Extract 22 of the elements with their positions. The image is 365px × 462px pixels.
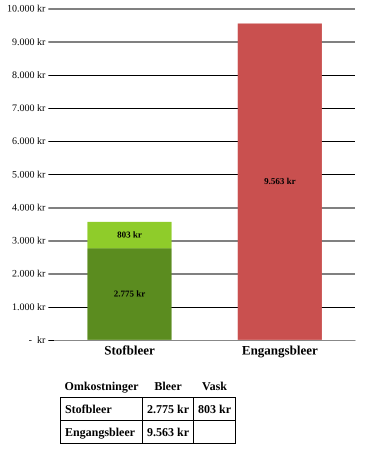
y-tick-label: 1.000 kr (12, 302, 46, 313)
data-label: 9.563 kr (264, 176, 296, 186)
text: Vask (194, 375, 236, 398)
y-tick-label: 8.000 kr (12, 70, 46, 81)
y-tick-label: 7.000 kr (12, 103, 46, 114)
text: Bleer (142, 375, 194, 398)
text: 9.563 kr (147, 424, 190, 438)
y-tick-label: 6.000 kr (12, 136, 46, 148)
y-tick-label: 5.000 kr (12, 169, 46, 180)
y-tick-label: 4.000 kr (12, 202, 46, 214)
category-label: Stofbleer (65, 402, 112, 416)
y-tick-label: 3.000 kr (12, 236, 46, 247)
text: 2.775 kr (147, 402, 190, 416)
text: 803 kr (198, 402, 232, 416)
data-label: 803 kr (117, 229, 142, 240)
data-label: 2.775 kr (114, 288, 146, 298)
y-tick-label: 10.000 kr (6, 4, 46, 15)
text: Omkostninger (60, 375, 143, 398)
y-tick-label: - kr (28, 335, 46, 346)
category-label: Engangsbleer (65, 424, 136, 438)
y-tick-label: 2.000 kr (12, 268, 46, 280)
y-tick-label: 9.000 kr (12, 36, 46, 48)
